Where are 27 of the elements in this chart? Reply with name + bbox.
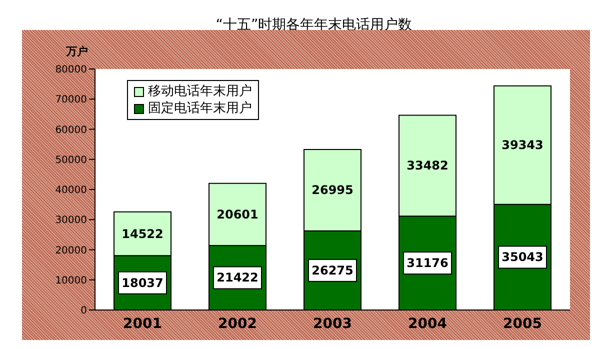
data-label: 20601 [216, 207, 258, 222]
y-tick-label: 10000 [55, 275, 87, 286]
legend-label: 固定电话年末用户 [148, 100, 252, 117]
y-tick-label: 60000 [55, 124, 87, 136]
data-label: 31176 [406, 256, 448, 270]
data-label: 18037 [122, 276, 164, 290]
y-tick-label: 50000 [55, 154, 87, 166]
data-label: 33482 [406, 158, 448, 173]
y-tick-label: 70000 [55, 94, 87, 106]
y-tick-label: 80000 [55, 64, 87, 76]
y-tick-label: 30000 [55, 215, 87, 226]
y-tick-label: 40000 [55, 185, 87, 196]
y-tick-label: 0 [80, 306, 87, 317]
data-label: 21422 [216, 270, 258, 285]
x-tick-label: 2004 [408, 316, 448, 332]
x-tick-label: 2001 [123, 316, 162, 332]
legend-label: 移动电话年末用户 [148, 83, 252, 100]
x-tick-label: 2002 [218, 316, 257, 332]
data-label: 14522 [122, 226, 164, 241]
data-label: 26995 [312, 183, 354, 198]
y-axis-title: 万户 [66, 44, 88, 59]
data-label: 35043 [502, 250, 544, 264]
data-label: 26275 [312, 263, 354, 278]
x-tick-label: 2003 [313, 316, 352, 332]
data-label: 39343 [502, 138, 544, 152]
x-tick-label: 2005 [503, 316, 542, 332]
y-tick-label: 20000 [55, 245, 87, 256]
